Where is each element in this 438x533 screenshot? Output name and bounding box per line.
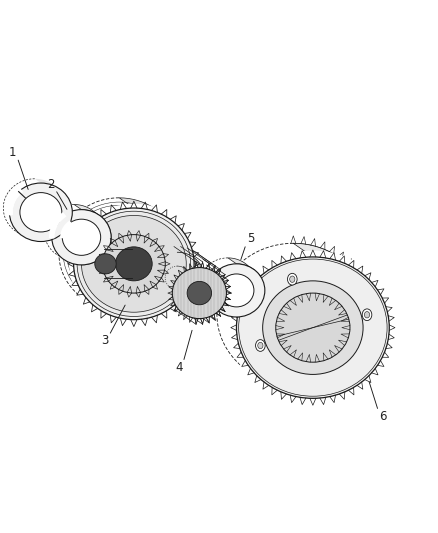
Ellipse shape bbox=[187, 281, 212, 305]
Ellipse shape bbox=[52, 209, 111, 265]
Ellipse shape bbox=[208, 264, 265, 317]
Ellipse shape bbox=[172, 268, 226, 319]
Polygon shape bbox=[35, 179, 72, 241]
Polygon shape bbox=[228, 258, 265, 317]
Polygon shape bbox=[177, 252, 226, 319]
Ellipse shape bbox=[263, 281, 363, 374]
Text: 4: 4 bbox=[175, 361, 183, 374]
Polygon shape bbox=[119, 198, 194, 320]
Text: 6: 6 bbox=[379, 410, 386, 423]
Circle shape bbox=[287, 273, 297, 285]
Text: 5: 5 bbox=[247, 232, 254, 245]
Ellipse shape bbox=[77, 211, 191, 317]
Ellipse shape bbox=[239, 259, 387, 396]
Ellipse shape bbox=[95, 254, 116, 274]
Text: 2: 2 bbox=[47, 177, 55, 191]
Polygon shape bbox=[228, 268, 254, 307]
Circle shape bbox=[362, 309, 372, 320]
Ellipse shape bbox=[276, 293, 350, 362]
Text: 1: 1 bbox=[9, 146, 17, 159]
Ellipse shape bbox=[237, 257, 389, 398]
Ellipse shape bbox=[20, 192, 62, 232]
Circle shape bbox=[290, 276, 295, 282]
Text: 3: 3 bbox=[101, 334, 108, 348]
Circle shape bbox=[258, 342, 263, 349]
Circle shape bbox=[364, 312, 370, 318]
Ellipse shape bbox=[102, 235, 165, 293]
Ellipse shape bbox=[74, 208, 194, 320]
Circle shape bbox=[255, 340, 265, 351]
Ellipse shape bbox=[230, 251, 396, 405]
Ellipse shape bbox=[219, 274, 254, 307]
Ellipse shape bbox=[81, 215, 186, 312]
Polygon shape bbox=[293, 244, 389, 398]
Ellipse shape bbox=[116, 247, 152, 281]
Polygon shape bbox=[74, 205, 111, 265]
Ellipse shape bbox=[69, 204, 198, 324]
Ellipse shape bbox=[62, 219, 101, 255]
Ellipse shape bbox=[10, 183, 72, 241]
